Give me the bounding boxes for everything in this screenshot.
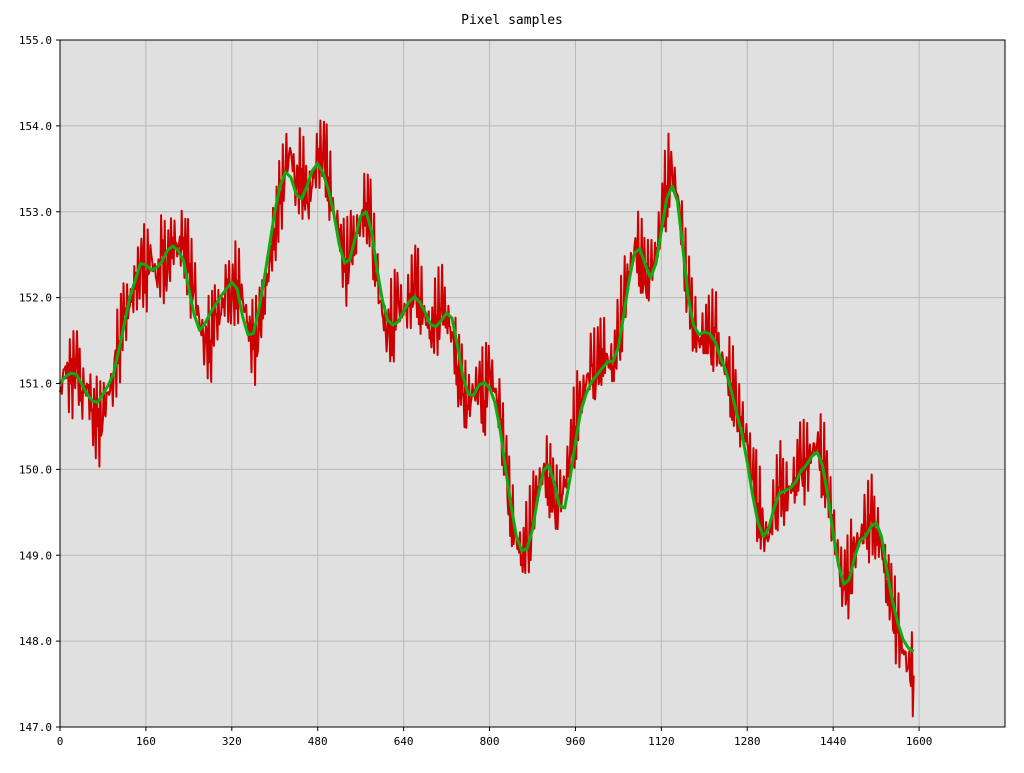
y-tick-label: 154.0 <box>19 120 52 133</box>
chart-title: Pixel samples <box>461 13 563 28</box>
x-tick-label: 1600 <box>906 735 933 748</box>
y-tick-label: 152.0 <box>19 292 52 305</box>
x-tick-label: 320 <box>222 735 242 748</box>
y-tick-label: 153.0 <box>19 206 52 219</box>
raw-series-line <box>59 119 915 718</box>
x-tick-label: 0 <box>57 735 64 748</box>
y-tick-label: 151.0 <box>19 378 52 391</box>
y-tick-label: 155.0 <box>19 34 52 47</box>
x-tick-label: 160 <box>136 735 156 748</box>
x-tick-label: 1440 <box>820 735 847 748</box>
y-tick-label: 148.0 <box>19 635 52 648</box>
x-tick-label: 1120 <box>648 735 675 748</box>
x-tick-label: 480 <box>308 735 328 748</box>
y-tick-label: 150.0 <box>19 463 52 476</box>
x-tick-label: 800 <box>480 735 500 748</box>
x-tick-label: 1280 <box>734 735 761 748</box>
x-tick-label: 640 <box>394 735 414 748</box>
x-tick-label: 960 <box>566 735 586 748</box>
y-tick-label: 147.0 <box>19 721 52 734</box>
y-tick-label: 149.0 <box>19 549 52 562</box>
smoothed-series-line <box>58 162 915 653</box>
plot-frame <box>59 39 1006 728</box>
